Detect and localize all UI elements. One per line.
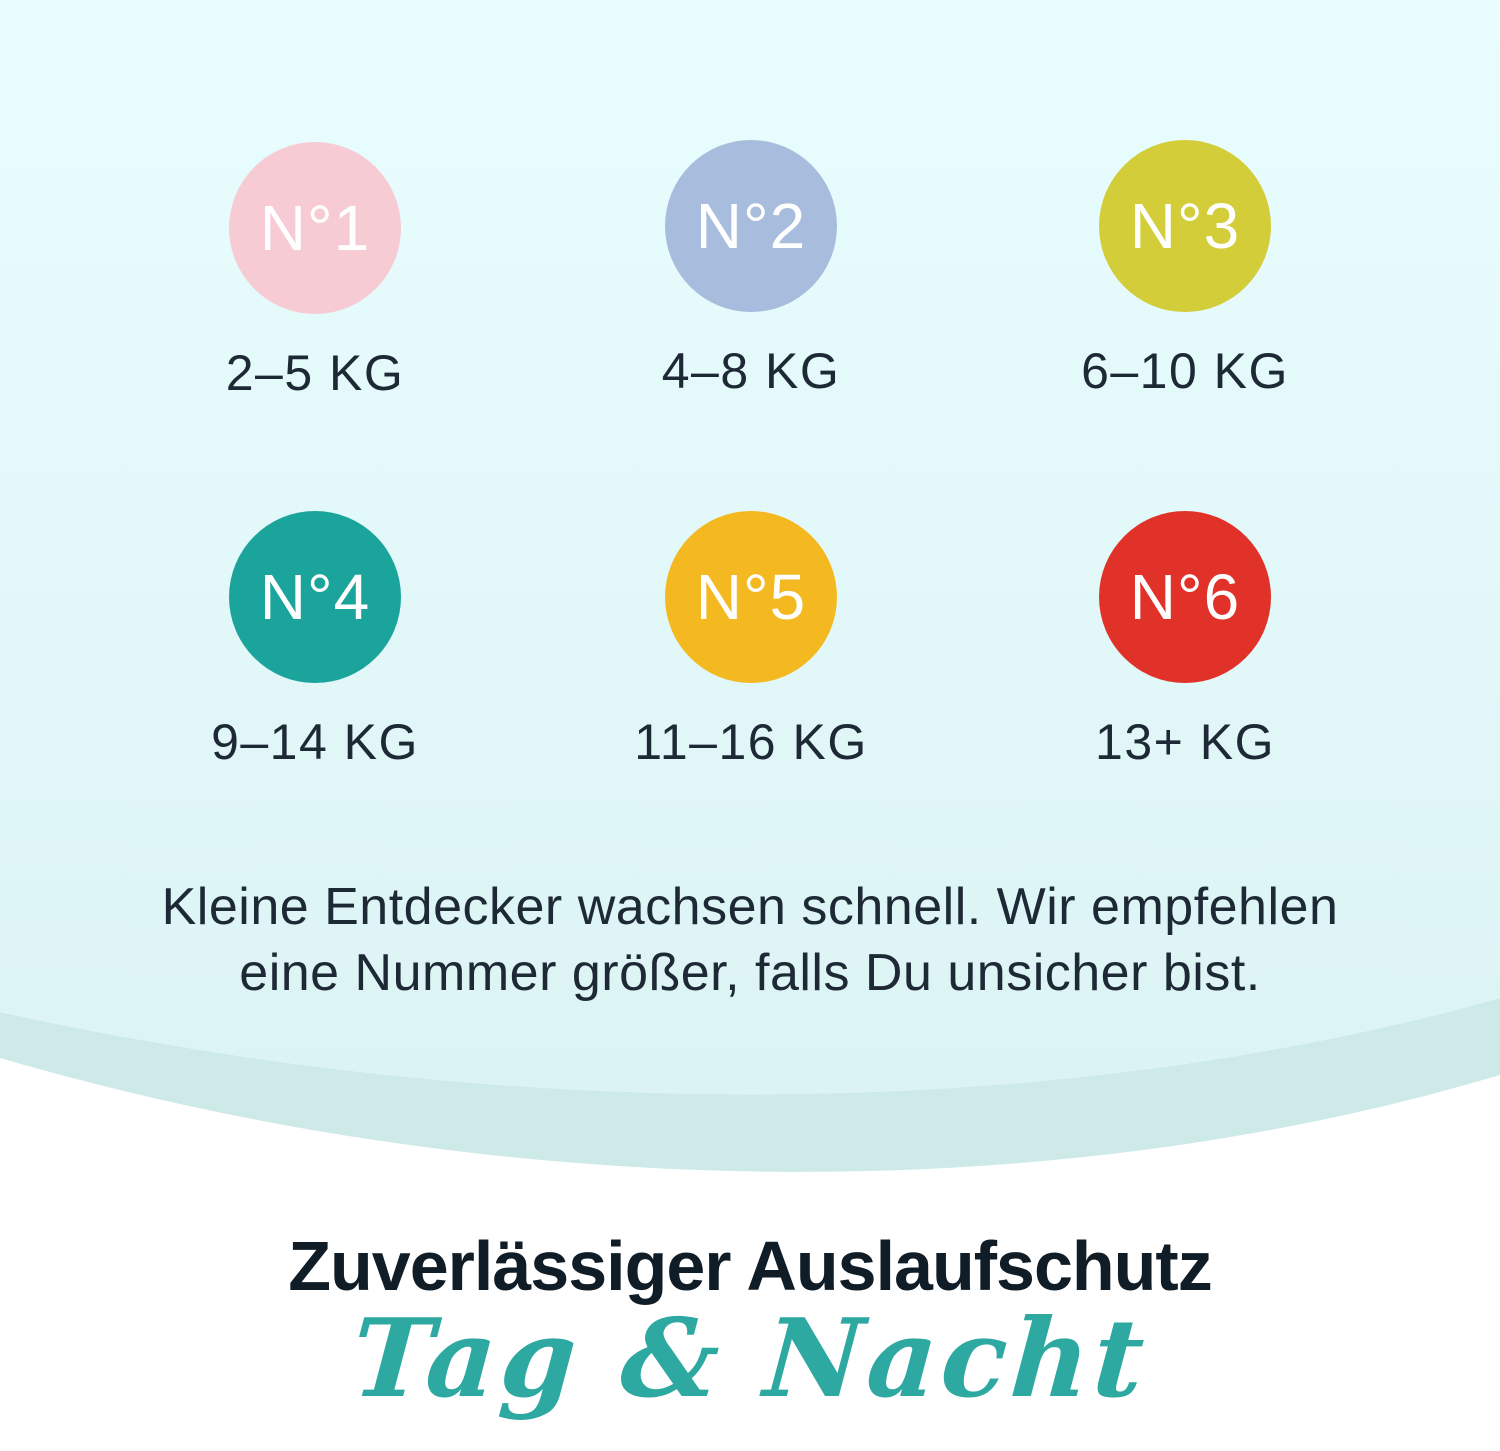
size-weight-label: 4–8 KG (661, 343, 841, 399)
mint-curve-band (0, 998, 1500, 1172)
size-weight-label: 2–5 KG (225, 345, 405, 401)
size-circle-badge: N°6 (1099, 511, 1271, 683)
size-circle-badge: N°3 (1099, 140, 1271, 312)
size-number: N°4 (259, 561, 371, 633)
size-item: N°6 13+ KG (1015, 511, 1355, 771)
size-item: N°4 9–14 KG (145, 511, 485, 771)
leak-protection-heading: Zuverlässiger Auslaufschutz (288, 1227, 1212, 1305)
size-recommendation-note: Kleine Entdecker wachsen schnell. Wir em… (0, 874, 1500, 1006)
size-weight-label: 9–14 KG (211, 714, 419, 770)
size-weight-label: 6–10 KG (1081, 343, 1289, 399)
size-weight-label: 13+ KG (1095, 714, 1275, 770)
size-circle-badge: N°2 (665, 140, 837, 312)
size-item: N°2 4–8 KG (581, 140, 921, 400)
size-circle-badge: N°4 (229, 511, 401, 683)
size-number: N°3 (1129, 190, 1241, 262)
day-and-night-script-text: Tag & Nacht (348, 1296, 1152, 1422)
size-weight-label: 11–16 KG (634, 714, 868, 770)
size-number: N°5 (695, 561, 807, 633)
size-number: N°2 (695, 190, 807, 262)
size-item: N°3 6–10 KG (1015, 140, 1355, 400)
size-circle-badge: N°5 (665, 511, 837, 683)
size-circle-badge: N°1 (229, 142, 401, 314)
note-line-1: Kleine Entdecker wachsen schnell. Wir em… (161, 878, 1339, 936)
size-number: N°1 (259, 192, 371, 264)
size-number: N°6 (1129, 561, 1241, 633)
size-item: N°1 2–5 KG (145, 142, 485, 402)
size-item: N°5 11–16 KG (581, 511, 921, 771)
note-line-2: eine Nummer größer, falls Du unsicher bi… (239, 944, 1261, 1002)
